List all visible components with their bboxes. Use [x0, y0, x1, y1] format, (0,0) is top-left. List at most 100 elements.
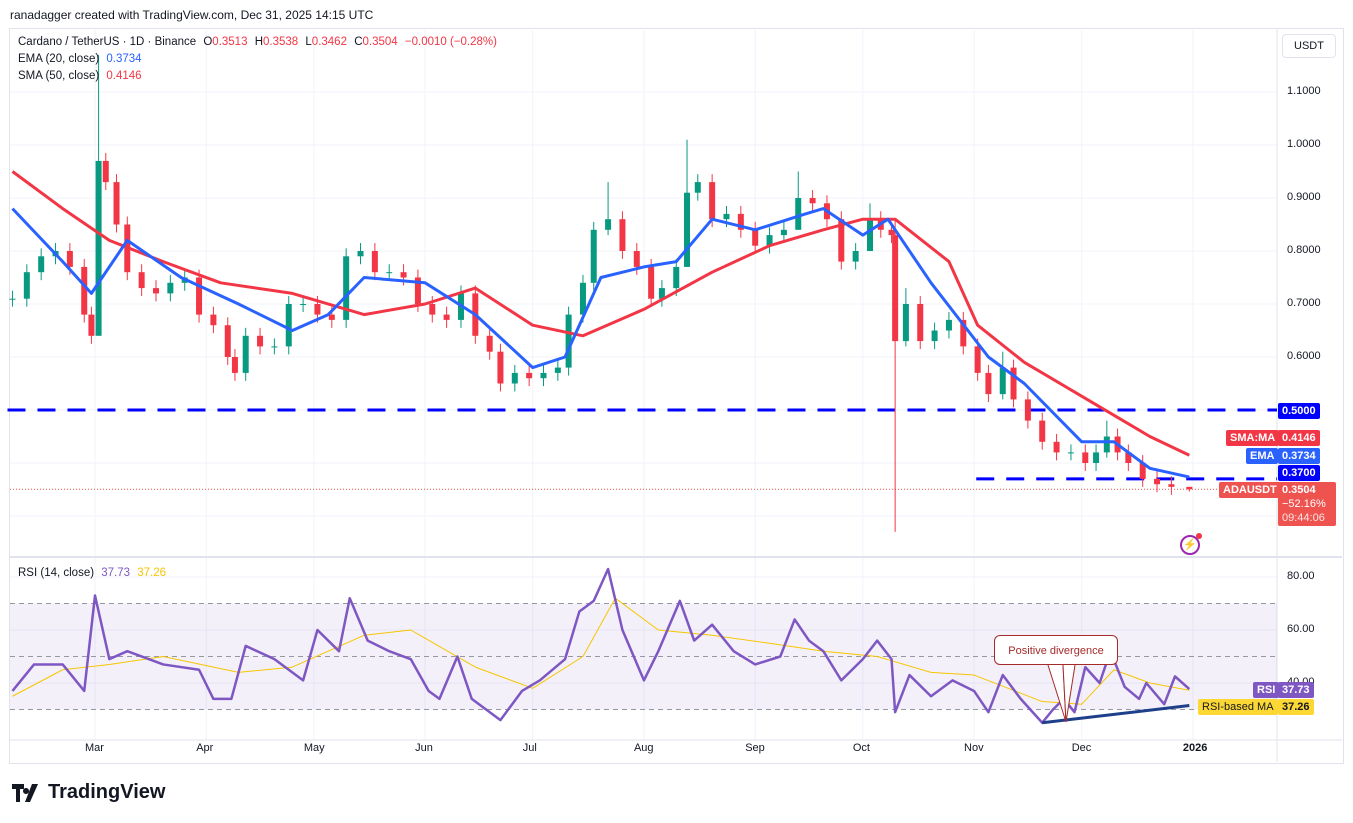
candle-body: [709, 182, 716, 220]
candle-body: [960, 319, 967, 347]
positive-divergence-callout: Positive divergence: [994, 635, 1118, 665]
candle: [113, 174, 120, 233]
candle: [867, 203, 874, 251]
candle-body: [400, 272, 407, 278]
candle: [271, 338, 278, 355]
candle-body: [737, 213, 744, 230]
rsi-name-tag: RSI: [1253, 682, 1280, 698]
ema-price-tag: 0.3734: [1278, 448, 1320, 464]
candle-body: [343, 256, 350, 320]
candle-body: [371, 251, 378, 273]
ema-legend[interactable]: EMA (20, close) 0.3734: [18, 53, 146, 65]
candle: [684, 139, 691, 267]
lightning-icon[interactable]: ⚡: [1180, 533, 1202, 555]
candle-body: [554, 367, 561, 373]
candle-body: [888, 229, 895, 236]
candle: [196, 269, 203, 323]
price-axis-label: 1.0000: [1287, 138, 1321, 150]
candle: [931, 322, 938, 350]
sma50-line: [11, 170, 1190, 457]
currency-button[interactable]: USDT: [1282, 34, 1336, 58]
candle-body: [357, 251, 364, 257]
candle-body: [809, 198, 816, 204]
candle: [242, 327, 249, 381]
candle-body: [526, 372, 533, 379]
price-axis-label: 0.8000: [1287, 244, 1321, 256]
candle-body: [511, 372, 518, 384]
low-label: L: [305, 36, 312, 48]
candle-body: [766, 235, 773, 246]
low-value: 0.3462: [311, 36, 347, 48]
candle: [999, 351, 1006, 400]
tradingview-logo-icon: [12, 783, 38, 802]
candle: [1024, 391, 1031, 429]
chart-frame: [9, 28, 1344, 764]
candle-body: [590, 229, 597, 283]
candle-body: [231, 357, 238, 373]
candle-body: [81, 266, 88, 315]
candle-body: [1186, 486, 1193, 490]
logo-text: TradingView: [48, 781, 166, 803]
candle-body: [1168, 484, 1175, 487]
candle: [766, 227, 773, 254]
ema20-line: [11, 207, 1190, 479]
candle-body: [497, 351, 504, 384]
candle: [386, 264, 393, 281]
candle-body: [684, 192, 691, 267]
rsi-legend-value: 37.73: [101, 567, 131, 579]
symbol-name-tag: ADAUSDT: [1219, 482, 1281, 498]
rsi-axis-label: 60.00: [1287, 623, 1315, 635]
candle-body: [1154, 478, 1161, 485]
rsi-axis-label: 80.00: [1287, 570, 1315, 582]
candle: [554, 359, 561, 381]
candle-body: [1067, 452, 1074, 454]
candle-body: [314, 304, 321, 315]
candle: [1125, 444, 1132, 471]
candle: [443, 306, 450, 328]
candle: [809, 190, 816, 212]
time-axis-label: Jul: [522, 742, 537, 754]
candle: [526, 364, 533, 387]
sma-value: 0.4146: [106, 70, 142, 82]
change-percent: −52.16%: [1282, 498, 1326, 510]
candle: [257, 327, 264, 355]
candle: [917, 296, 924, 350]
candle: [138, 264, 145, 297]
candle: [795, 171, 802, 230]
sma-legend[interactable]: SMA (50, close) 0.4146: [18, 70, 146, 82]
candle-body: [1039, 420, 1046, 442]
candle: [892, 219, 899, 532]
candle: [780, 221, 787, 244]
candle-body: [673, 266, 680, 289]
candle: [945, 311, 952, 339]
candle-body: [38, 256, 45, 273]
time-axis-label: Apr: [196, 742, 214, 754]
candle: [590, 221, 597, 291]
candle-body: [242, 335, 249, 373]
candle-body: [414, 277, 421, 304]
time-axis-label: Nov: [964, 742, 984, 754]
candle: [300, 296, 307, 312]
candle: [985, 364, 992, 403]
candle-body: [619, 219, 626, 251]
candle-body: [795, 198, 802, 230]
candle: [102, 152, 109, 191]
candle-body: [838, 219, 845, 262]
tradingview-logo: TradingView: [12, 781, 165, 804]
rsi-legend[interactable]: RSI (14, close) 37.73 37.26: [18, 567, 170, 579]
candle-body: [328, 314, 335, 320]
sma-label: SMA (50, close): [18, 70, 100, 82]
rsi-ma-value-tag: 37.26: [1278, 699, 1314, 715]
candle: [231, 349, 238, 381]
candle-body: [113, 182, 120, 225]
candle-body: [867, 219, 874, 251]
candle-body: [648, 266, 655, 299]
candle-body: [723, 213, 730, 220]
candle-body: [1010, 367, 1017, 400]
candle-body: [1093, 452, 1100, 463]
candle: [605, 182, 612, 236]
sma-price-tag: 0.4146: [1278, 430, 1320, 446]
price-axis-label: 0.6000: [1287, 350, 1321, 362]
candle: [497, 343, 504, 392]
